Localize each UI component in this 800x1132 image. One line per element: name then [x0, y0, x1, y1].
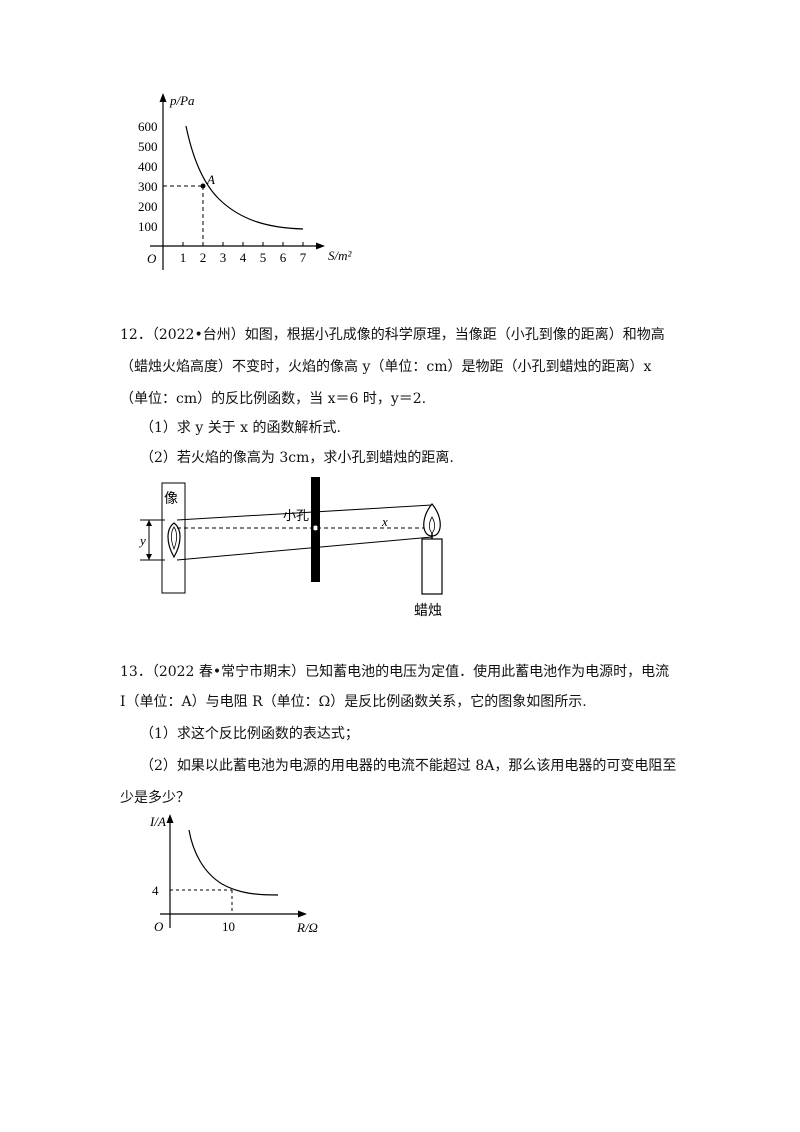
problem13-line2: I（单位：A）与电阻 R（单位：Ω）是反比例函数关系，它的图象如图所示. [120, 694, 587, 710]
origin-label: O [154, 919, 164, 934]
origin-label: O [147, 251, 157, 266]
y-arrow-up [146, 520, 152, 526]
inverted-flame-image [167, 522, 181, 559]
image-label: 像 [164, 491, 178, 507]
x-label: x [381, 514, 388, 529]
y-tick-500: 500 [138, 139, 158, 154]
y-tick-labels: 100 200 300 400 500 600 [138, 119, 158, 234]
inverse-curve [185, 125, 304, 230]
y-tick-200: 200 [138, 199, 158, 214]
x-tick-labels: 1 2 3 4 5 6 7 [180, 250, 307, 265]
problem12-question1: （1）求 y 关于 x 的函数解析式. [140, 420, 341, 436]
problem12-line2: （蜡烛火焰高度）不变时，火焰的像高 y（单位：cm）是物距（小孔到蜡烛的距离）x [120, 359, 652, 375]
x-tick-6: 6 [280, 250, 287, 265]
y-arrow-down [146, 554, 152, 560]
problem12-line3: （单位：cm）的反比例函数，当 x＝6 时，y＝2. [120, 391, 427, 407]
pressure-area-graph: p/Pa S/m² O 100 200 300 400 500 600 1 2 … [138, 93, 353, 270]
inverse-curve [188, 829, 279, 896]
candle-flame [423, 503, 441, 537]
problem12-line1: 12．（2022•台州）如图，根据小孔成像的科学原理，当像距（小孔到像的距离）和… [120, 327, 665, 343]
x-axis-arrow [316, 242, 325, 250]
light-ray-top [176, 504, 433, 521]
y-tick-4: 4 [152, 883, 159, 898]
y-tick-600: 600 [138, 119, 158, 134]
point-a [200, 183, 206, 189]
y-axis-arrow [166, 814, 174, 823]
y-tick-100: 100 [138, 219, 158, 234]
inverted-flame-inner [170, 526, 178, 551]
x-tick-2: 2 [200, 250, 207, 265]
x-tick-3: 3 [220, 250, 227, 265]
problem13-question2-line2: 少是多少？ [120, 790, 190, 806]
y-axis-label: I/A [149, 814, 166, 829]
x-tick-5: 5 [260, 250, 267, 265]
pinhole-diagram: 像 y 小孔 x 蜡烛 [138, 477, 443, 619]
y-label: y [138, 533, 146, 548]
problem13-question2-line1: （2）如果以此蓄电池为电源的用电器的电流不能超过 8A，那么该用电器的可变电阻至 [140, 758, 677, 774]
x-tick-1: 1 [180, 250, 187, 265]
y-axis-arrow [159, 93, 167, 102]
y-tick-400: 400 [138, 159, 158, 174]
problem13-question1: （1）求这个反比例函数的表达式； [140, 726, 359, 742]
candle-label: 蜡烛 [414, 603, 442, 619]
candle-body [421, 538, 443, 595]
problem12-question2: （2）若火焰的像高为 3cm，求小孔到蜡烛的距离. [140, 450, 454, 466]
x-tick-4: 4 [240, 250, 247, 265]
light-ray-bottom [176, 536, 433, 561]
point-a-label: A [206, 172, 215, 187]
x-tick-10: 10 [222, 919, 235, 934]
x-axis-arrow [298, 910, 307, 918]
y-axis-label: p/Pa [169, 93, 195, 108]
x-axis-label: S/m² [328, 248, 353, 263]
hole-label: 小孔 [283, 508, 309, 523]
problem13-line1: 13．（2022 春•常宁市期末）已知蓄电池的电压为定值．使用此蓄电池作为电源时… [120, 664, 670, 680]
y-tick-300: 300 [138, 179, 158, 194]
current-resistance-graph: I/A R/Ω O 4 10 [149, 814, 318, 935]
x-axis-label: R/Ω [296, 920, 318, 935]
x-tick-7: 7 [300, 250, 307, 265]
